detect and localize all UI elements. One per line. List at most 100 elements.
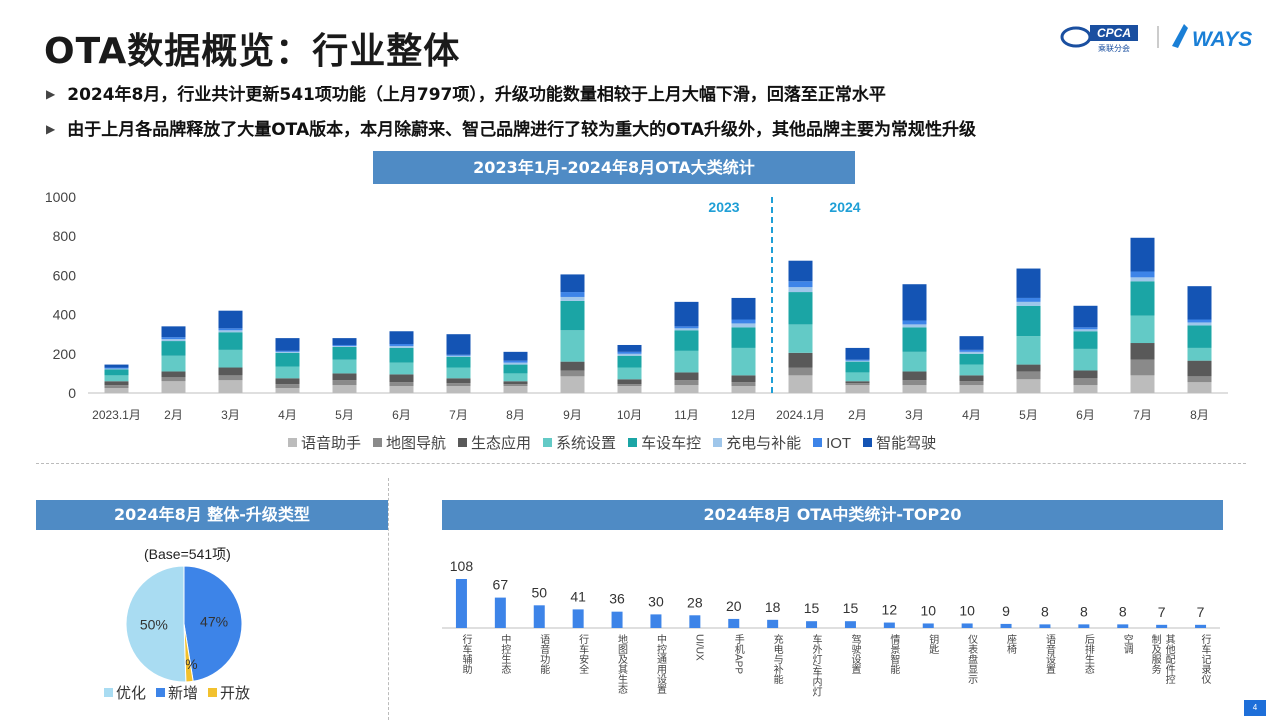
bar-segment — [902, 385, 927, 393]
top20-value-label: 8 — [1119, 603, 1127, 619]
top20-category-label: 行车记录仪 — [1199, 633, 1211, 684]
legend-swatch — [104, 688, 113, 697]
legend-swatch — [863, 438, 873, 447]
top20-bar — [961, 623, 973, 628]
legend-item: 车设车控 — [628, 435, 701, 452]
bar-segment — [332, 380, 357, 386]
top20-bar — [844, 621, 856, 628]
top20-category-label: 中控生态 — [499, 633, 511, 674]
bar-segment — [161, 341, 186, 356]
top20-bar — [883, 622, 895, 628]
bar-segment — [161, 326, 186, 338]
bar-segment — [218, 328, 243, 331]
top20-bar — [1195, 624, 1207, 628]
bullet-1-text: 2024年8月，行业共计更新541项功能（上月797项），升级功能数量相较于上月… — [67, 85, 886, 105]
bar-segment — [617, 355, 642, 368]
pie-slice-label: 47% — [200, 614, 228, 630]
y-tick-label: 600 — [53, 267, 77, 283]
bar-segment — [845, 385, 870, 393]
bar-segment — [1130, 375, 1155, 393]
top20-bar — [1156, 624, 1168, 628]
top20-bar — [533, 605, 545, 628]
upgrade-type-pie-chart: 47%2%50% — [125, 565, 243, 683]
top20-value-label: 20 — [726, 598, 742, 614]
x-tick-label: 2024.1月 — [776, 408, 825, 422]
bar-segment — [332, 345, 357, 347]
top20-bar — [728, 618, 740, 628]
ways-swoosh-icon — [1172, 24, 1188, 48]
bar-segment — [1187, 325, 1212, 348]
top20-category-label: UI/UX — [693, 634, 704, 661]
bar-segment — [161, 377, 186, 382]
top20-value-label: 15 — [843, 600, 859, 616]
bar-segment — [218, 380, 243, 393]
top20-value-label: 41 — [570, 588, 586, 604]
top20-category-label: 中控通用设置 — [654, 633, 666, 694]
bar-segment — [503, 360, 528, 363]
bar-segment — [617, 386, 642, 393]
bar-segment — [674, 330, 699, 351]
bar-segment — [389, 374, 414, 383]
legend-item: 智能驾驶 — [863, 435, 936, 452]
top20-value-label: 7 — [1158, 604, 1166, 620]
year-label-2023: 2023 — [708, 199, 739, 215]
stacked-bar-chart: 0 200 400 600 800 1000 2023.1月 2月 3月 4月 5月 6月 7月 8月 9月… — [45, 189, 1228, 422]
bar-segment — [1187, 360, 1212, 377]
bar-segment — [788, 287, 813, 293]
legend-item: 语音助手 — [288, 435, 361, 452]
bar-segment — [446, 383, 471, 387]
x-tick-label: 10月 — [617, 408, 642, 422]
pie-chart-title: 2024年8月 整体-升级类型 — [36, 500, 388, 530]
bar-segment — [104, 369, 129, 376]
logo-graphics: CPCA 乘联分会 WAYS — [1060, 24, 1252, 53]
top20-bar — [689, 615, 701, 628]
bar-segment — [731, 382, 756, 387]
bar-segment — [788, 352, 813, 368]
bar-segment — [503, 386, 528, 393]
bar-segment — [1187, 382, 1212, 393]
bar-segment — [731, 375, 756, 383]
top20-category-label: 情景智能 — [888, 633, 900, 675]
legend-swatch — [208, 688, 218, 697]
bar-segment — [674, 350, 699, 373]
bar-segment — [674, 372, 699, 381]
bar-segment — [1130, 237, 1155, 272]
bar-segment — [788, 292, 813, 325]
page-title: OTA数据概览：行业整体 — [44, 31, 461, 72]
bar-segment — [275, 338, 300, 351]
bar-segment — [845, 360, 870, 362]
bar-segment — [389, 331, 414, 344]
top20-value-label: 8 — [1080, 603, 1088, 619]
bar-segment — [1016, 371, 1041, 380]
bar-segment — [1130, 281, 1155, 316]
bar-segment — [446, 367, 471, 379]
top20-value-label: 50 — [531, 584, 547, 600]
top20-category-label: 驾驶设置 — [849, 634, 861, 674]
legend-label: 车设车控 — [641, 435, 702, 452]
bar-segment — [1016, 364, 1041, 372]
top20-value-label: 7 — [1197, 604, 1205, 620]
bar-segment — [902, 284, 927, 321]
legend-swatch — [458, 438, 468, 447]
legend-label: 充电与补能 — [726, 435, 802, 452]
bar-segment — [1187, 322, 1212, 326]
x-tick-label: 3月 — [221, 408, 240, 422]
bar-segment — [845, 361, 870, 373]
bar-segment — [902, 371, 927, 381]
pie-slice — [125, 565, 187, 683]
section-divider — [36, 463, 1246, 464]
legend-label: 地图导航 — [386, 435, 447, 452]
top20-bar — [1117, 624, 1129, 628]
top20-bar — [1039, 624, 1051, 628]
bar-segment — [104, 388, 129, 393]
top20-bar — [1078, 624, 1090, 628]
legend-swatch — [288, 438, 297, 447]
bar-segment — [731, 386, 756, 393]
bar-segment — [503, 362, 528, 365]
x-tick-label: 9月 — [563, 408, 582, 422]
top20-category-label: 充电与补能 — [771, 633, 783, 685]
bar-segment — [845, 381, 870, 384]
top20-value-label: 8 — [1041, 603, 1049, 619]
bar-segment — [788, 324, 813, 353]
bar-segment — [503, 364, 528, 374]
